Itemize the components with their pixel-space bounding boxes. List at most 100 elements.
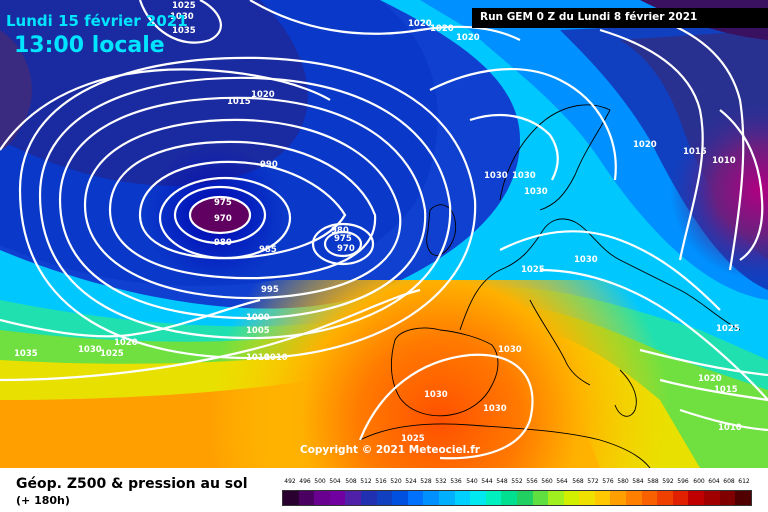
color-scale-tick-label: 524 xyxy=(405,478,417,485)
color-scale-ticks: 492 496 500 504 508 512 516 520 524 528 532 536 540 5… xyxy=(282,478,752,488)
model-run-label: Run GEM 0 Z du Lundi 8 février 2021 xyxy=(480,11,698,23)
isobar-secondary-low-outer xyxy=(311,222,375,266)
isobar-1020-ne xyxy=(599,28,704,261)
isobar-1020-se xyxy=(639,348,768,377)
color-scale-swatch xyxy=(688,491,705,505)
isobar-1020-west xyxy=(0,298,261,338)
color-scale-tick-label: 592 xyxy=(662,478,674,485)
pressure-label: 1010 xyxy=(718,423,742,433)
color-scale-tick-label: 528 xyxy=(420,478,432,485)
pressure-label: 1010 xyxy=(264,353,288,363)
isobar-985 xyxy=(138,160,347,260)
pressure-label: 1030 xyxy=(524,187,548,197)
color-scale-tick-label: 556 xyxy=(526,478,538,485)
pressure-label: 970 xyxy=(214,214,232,224)
isobar-1015-se xyxy=(659,378,768,402)
color-scale-tick-label: 516 xyxy=(375,478,387,485)
color-scale-tick-label: 504 xyxy=(329,478,341,485)
pressure-label: 1020 xyxy=(430,24,454,34)
color-scale-tick-label: 536 xyxy=(450,478,462,485)
color-scale-swatch xyxy=(610,491,627,505)
isobar-990 xyxy=(108,140,377,280)
pressure-label: 1020 xyxy=(114,338,138,348)
color-scale-swatch xyxy=(485,491,502,505)
color-scale-tick-label: 496 xyxy=(299,478,311,485)
isobar-1020-top xyxy=(249,0,521,41)
pressure-label: 1030 xyxy=(170,12,194,22)
run-banner xyxy=(472,8,768,28)
color-scale-tick-label: 552 xyxy=(511,478,523,485)
color-scale-swatch xyxy=(454,491,471,505)
color-scale-tick-label: 612 xyxy=(738,478,750,485)
color-scale-swatch xyxy=(704,491,720,505)
color-scale-swatch xyxy=(719,491,736,505)
color-scale-swatch xyxy=(314,491,330,505)
pressure-label: 1015 xyxy=(714,385,738,395)
color-scale-tick-label: 544 xyxy=(481,478,493,485)
pressure-label: 975 xyxy=(334,234,352,244)
color-scale-tick-label: 588 xyxy=(647,478,659,485)
coastline-europe xyxy=(459,218,741,331)
isobar-1010-east xyxy=(719,109,764,261)
isobar-1010-se xyxy=(679,408,768,432)
color-scale-swatch xyxy=(641,491,658,505)
pressure-label: 1025 xyxy=(716,324,740,334)
color-scale-tick-label: 508 xyxy=(345,478,357,485)
pressure-label: 980 xyxy=(331,226,349,236)
color-scale-swatch xyxy=(329,491,346,505)
color-scale-swatch xyxy=(438,491,455,505)
color-scale-swatch xyxy=(579,491,595,505)
pressure-label: 1030 xyxy=(484,171,508,181)
pressure-label: 1010 xyxy=(712,156,736,166)
pressure-label: 995 xyxy=(261,285,279,295)
pressure-label: 1000 xyxy=(246,313,270,323)
color-scale-tick-label: 568 xyxy=(572,478,584,485)
color-scale-tick-label: 560 xyxy=(541,478,553,485)
color-scale-swatch xyxy=(548,491,564,505)
coastline-greece xyxy=(614,369,637,417)
color-scale-tick-label: 576 xyxy=(602,478,614,485)
isobar-970 xyxy=(188,195,252,235)
color-scale-swatch xyxy=(392,491,408,505)
color-scale-bar xyxy=(282,490,752,506)
z500-east-low xyxy=(660,100,768,280)
color-scale-swatch xyxy=(516,491,533,505)
color-scale-swatch xyxy=(501,491,517,505)
isobar-secondary-low-inner xyxy=(323,230,363,258)
forecast-hour: (+ 180h) xyxy=(16,494,70,507)
pressure-label: 1010 xyxy=(246,353,270,363)
isobar-1005 xyxy=(38,76,452,340)
isobar-1030-iberia xyxy=(358,353,534,460)
color-scale-tick-label: 584 xyxy=(632,478,644,485)
color-scale-swatch xyxy=(657,491,673,505)
color-scale-swatch xyxy=(626,491,642,505)
z500-low-center xyxy=(190,197,250,233)
pressure-label: 990 xyxy=(260,160,278,170)
color-scale-swatch xyxy=(376,491,393,505)
z500-high-core xyxy=(200,280,680,468)
color-scale-swatch xyxy=(283,491,299,505)
color-scale-tick-label: 512 xyxy=(360,478,372,485)
pressure-label: 1030 xyxy=(574,255,598,265)
color-scale-swatch xyxy=(423,491,439,505)
pressure-label: 1030 xyxy=(498,345,522,355)
pressure-label: 1015 xyxy=(683,147,707,157)
pressure-label: 1025 xyxy=(172,1,196,11)
color-scale-tick-label: 608 xyxy=(723,478,735,485)
color-scale-swatch xyxy=(563,491,580,505)
pressure-label: 1025 xyxy=(521,265,545,275)
isobar-995 xyxy=(83,118,402,300)
pressure-label: 1025 xyxy=(401,434,425,444)
copyright-notice: Copyright © 2021 Meteociel.fr xyxy=(300,444,480,456)
pressure-label: 1020 xyxy=(456,33,480,43)
isobar-1015 xyxy=(0,68,331,151)
z500-band-navy-west xyxy=(0,0,308,186)
isobar-1035-nw xyxy=(138,0,222,44)
pressure-label: 985 xyxy=(259,245,277,255)
pressure-label: 980 xyxy=(214,238,232,248)
pressure-label: 1020 xyxy=(408,19,432,29)
pressure-label: 1035 xyxy=(172,26,196,36)
color-scale-tick-label: 596 xyxy=(677,478,689,485)
color-scale-swatch xyxy=(298,491,315,505)
